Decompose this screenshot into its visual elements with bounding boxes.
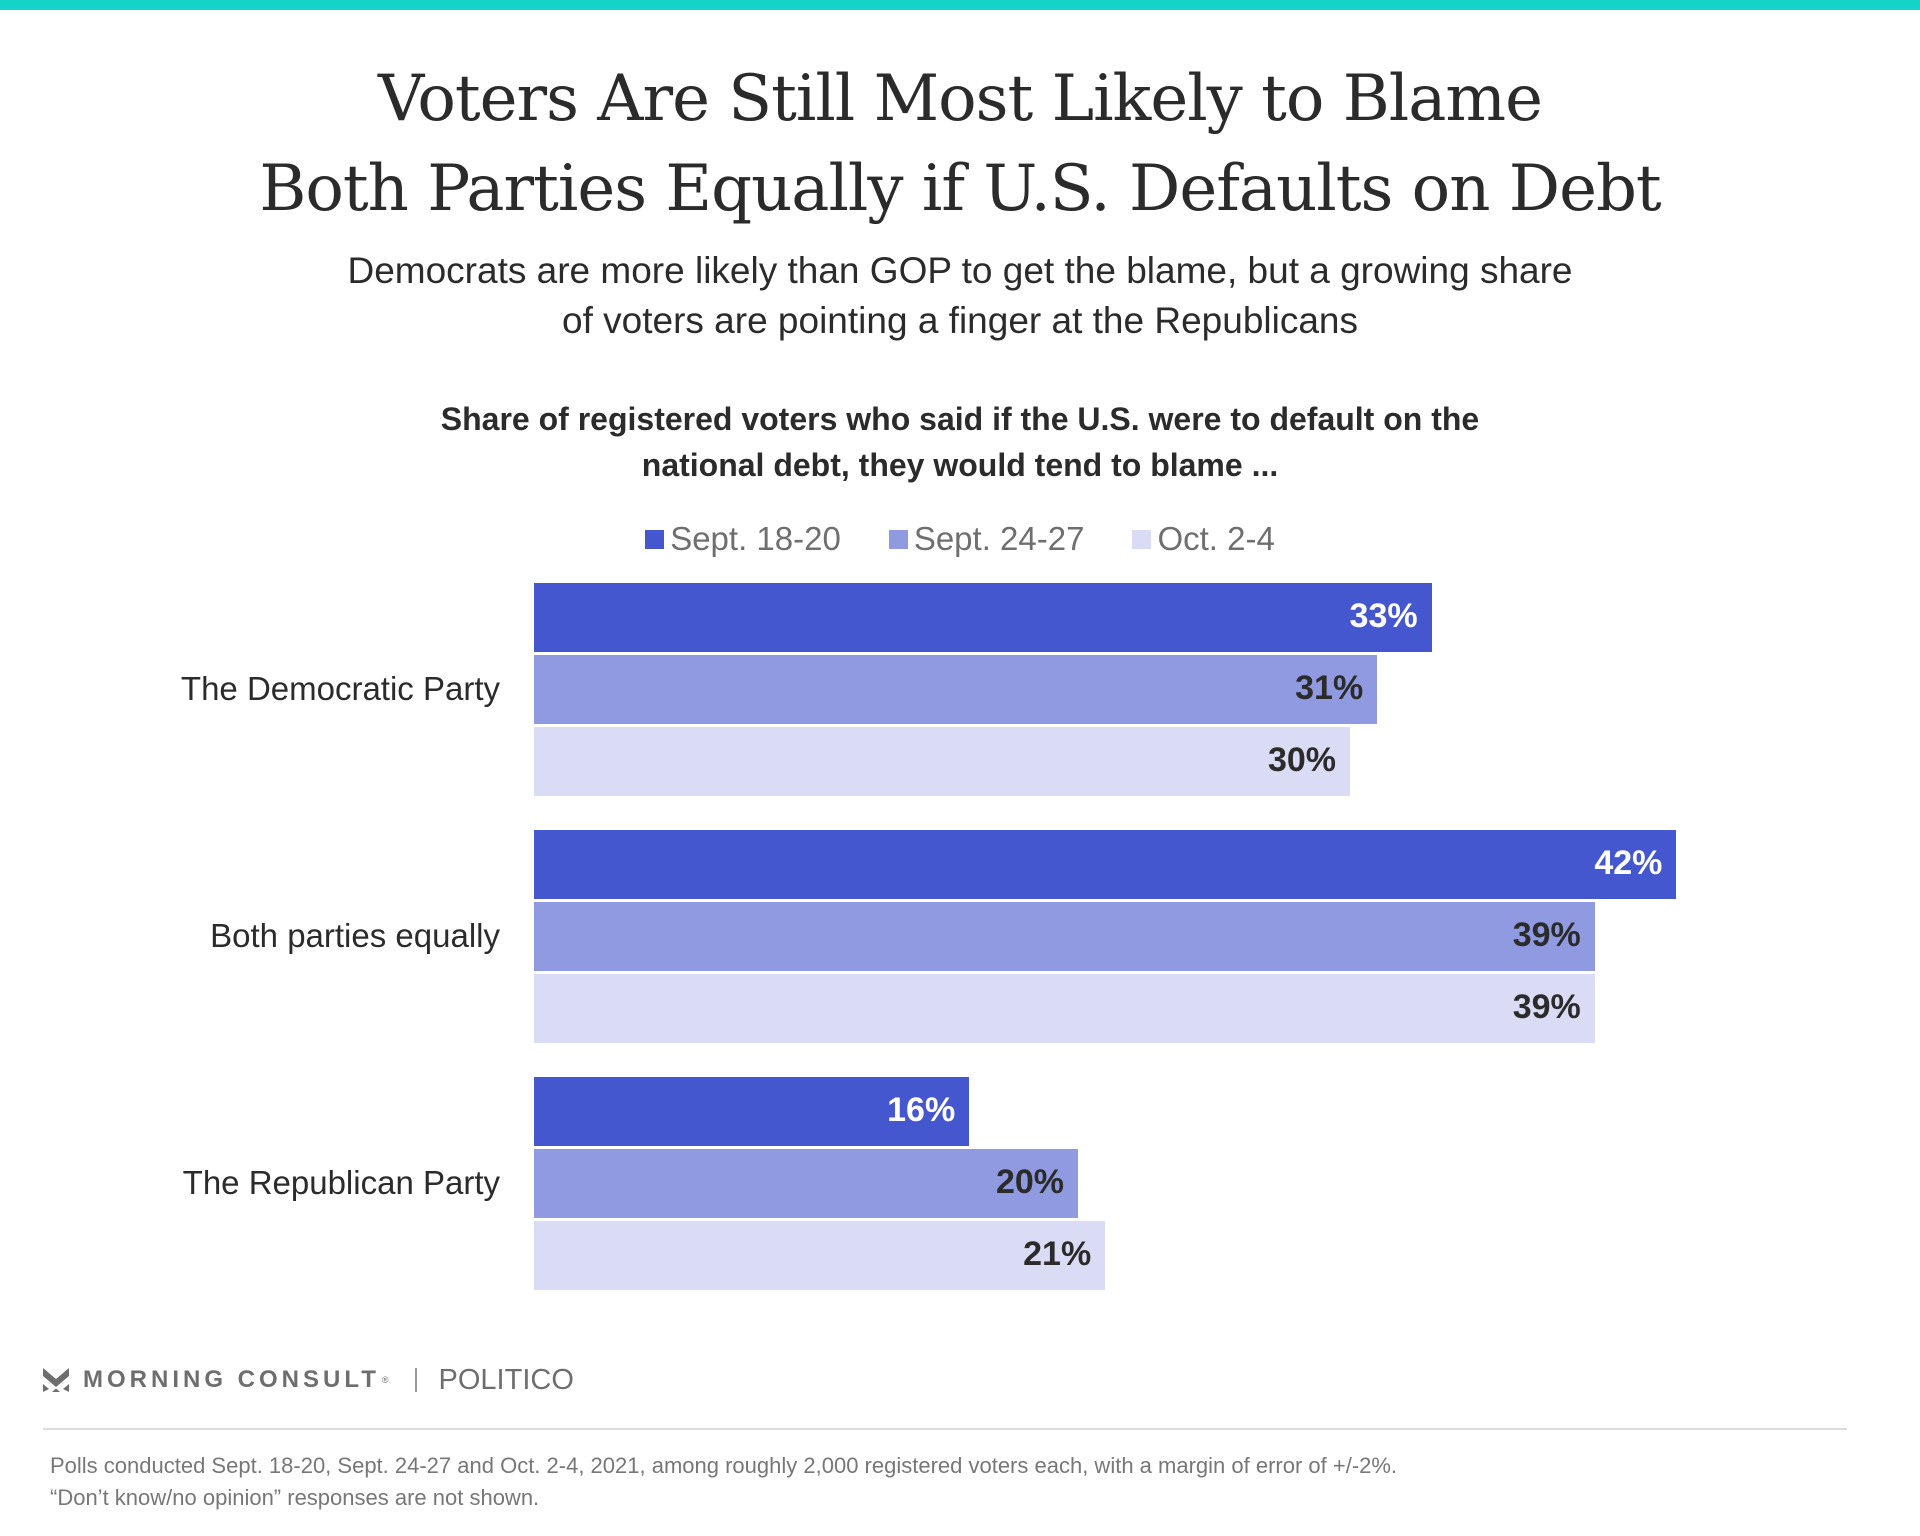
chart-question: Share of registered voters who said if t… — [0, 396, 1920, 488]
bar-the-republican-party-oct-2-4 — [534, 1221, 1106, 1290]
legend-item-sept-18-20: Sept. 18-20 — [645, 520, 841, 558]
legend-label: Sept. 24-27 — [913, 520, 1085, 557]
bar-value-label: 42% — [1594, 844, 1663, 882]
category-label-the-democratic-party: The Democratic Party — [180, 669, 500, 707]
bar-the-democratic-party-oct-2-4 — [534, 727, 1350, 796]
bar-the-democratic-party-sept-24-27 — [534, 655, 1378, 724]
category-label-the-republican-party: The Republican Party — [182, 1163, 500, 1201]
bar-value-label: 30% — [1267, 741, 1336, 779]
footnote-line-1: Polls conducted Sept. 18-20, Sept. 24-27… — [50, 1453, 1398, 1478]
chart-question-line-1: Share of registered voters who said if t… — [440, 401, 1480, 437]
legend-swatch-sept-24-27 — [888, 529, 908, 549]
legend-swatch-oct-2-4 — [1132, 529, 1152, 549]
bar-value-label: 20% — [995, 1163, 1064, 1201]
legend-swatch-sept-18-20 — [645, 529, 665, 549]
legend-item-oct-2-4: Oct. 2-4 — [1132, 520, 1275, 558]
bar-value-label: 21% — [1023, 1235, 1092, 1273]
morning-consult-logo: MORNING CONSULT — [83, 1366, 380, 1393]
legend: Sept. 18-20 Sept. 24-27 Oct. 2-4 — [0, 520, 1920, 558]
chart-question-line-2: national debt, they would tend to blame … — [641, 447, 1279, 483]
bar-the-republican-party-sept-24-27 — [534, 1149, 1078, 1218]
politico-logo: POLITICO — [438, 1363, 574, 1396]
chart-title: Voters Are Still Most Likely to Blame Bo… — [0, 54, 1920, 234]
top-accent-bar — [0, 0, 1920, 10]
logo-separator — [414, 1368, 417, 1392]
logo-row: MORNING CONSULT ® POLITICO — [43, 1362, 574, 1398]
bar-value-label: 31% — [1295, 669, 1364, 707]
morning-consult-logo-icon — [43, 1368, 69, 1392]
bar-value-label: 39% — [1512, 916, 1581, 954]
legend-label: Oct. 2-4 — [1157, 520, 1275, 557]
bar-both-parties-equally-sept-18-20 — [534, 830, 1677, 899]
chart-title-line-2: Both Parties Equally if U.S. Defaults on… — [259, 152, 1661, 226]
footnote: Polls conducted Sept. 18-20, Sept. 24-27… — [50, 1450, 1397, 1514]
legend-label: Sept. 18-20 — [670, 520, 841, 557]
footnote-line-2: “Don’t know/no opinion” responses are no… — [50, 1485, 540, 1510]
category-label-both-parties-equally: Both parties equally — [210, 916, 500, 954]
bar-value-label: 16% — [887, 1091, 956, 1129]
footer-divider — [43, 1428, 1847, 1430]
bar-both-parties-equally-sept-24-27 — [534, 902, 1595, 971]
bar-both-parties-equally-oct-2-4 — [534, 974, 1595, 1043]
chart-title-line-1: Voters Are Still Most Likely to Blame — [378, 62, 1543, 136]
chart-subtitle: Democrats are more likely than GOP to ge… — [0, 246, 1920, 346]
bar-the-republican-party-sept-18-20 — [534, 1077, 970, 1146]
bar-value-label: 39% — [1512, 988, 1581, 1026]
legend-item-sept-24-27: Sept. 24-27 — [888, 520, 1085, 558]
chart-subtitle-line-2: of voters are pointing a finger at the R… — [562, 300, 1358, 341]
bar-value-label: 33% — [1349, 597, 1418, 635]
chart-subtitle-line-1: Democrats are more likely than GOP to ge… — [347, 250, 1573, 291]
registered-mark: ® — [381, 1375, 389, 1385]
bar-the-democratic-party-sept-18-20 — [534, 583, 1432, 652]
